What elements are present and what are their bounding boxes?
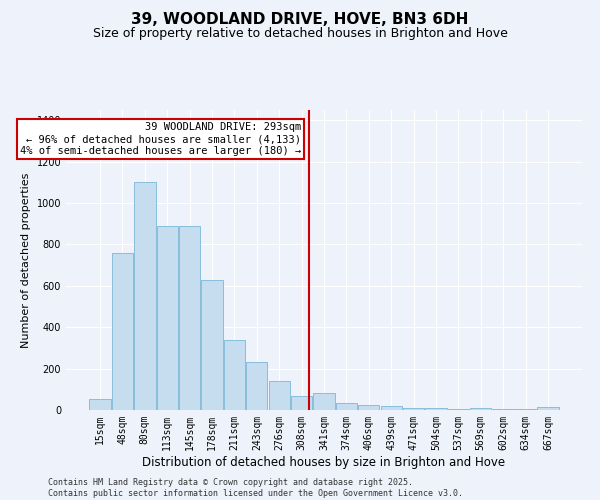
- Bar: [403, 408, 424, 410]
- Text: Contains HM Land Registry data © Crown copyright and database right 2025.
Contai: Contains HM Land Registry data © Crown c…: [48, 478, 463, 498]
- Bar: [425, 408, 446, 410]
- Bar: [157, 226, 178, 410]
- Y-axis label: Number of detached properties: Number of detached properties: [21, 172, 31, 348]
- Bar: [380, 406, 402, 410]
- Bar: [179, 226, 200, 410]
- Bar: [313, 394, 335, 410]
- Bar: [134, 182, 155, 410]
- Bar: [448, 409, 469, 410]
- Bar: [89, 398, 111, 410]
- Text: 39 WOODLAND DRIVE: 293sqm
← 96% of detached houses are smaller (4,133)
4% of sem: 39 WOODLAND DRIVE: 293sqm ← 96% of detac…: [20, 122, 301, 156]
- Bar: [291, 396, 312, 410]
- Bar: [537, 407, 559, 410]
- Bar: [112, 253, 133, 410]
- Bar: [269, 381, 290, 410]
- Bar: [246, 362, 268, 410]
- Bar: [358, 405, 379, 410]
- Bar: [224, 340, 245, 410]
- X-axis label: Distribution of detached houses by size in Brighton and Hove: Distribution of detached houses by size …: [142, 456, 506, 468]
- Bar: [336, 403, 357, 410]
- Bar: [202, 280, 223, 410]
- Bar: [470, 408, 491, 410]
- Text: Size of property relative to detached houses in Brighton and Hove: Size of property relative to detached ho…: [92, 28, 508, 40]
- Text: 39, WOODLAND DRIVE, HOVE, BN3 6DH: 39, WOODLAND DRIVE, HOVE, BN3 6DH: [131, 12, 469, 28]
